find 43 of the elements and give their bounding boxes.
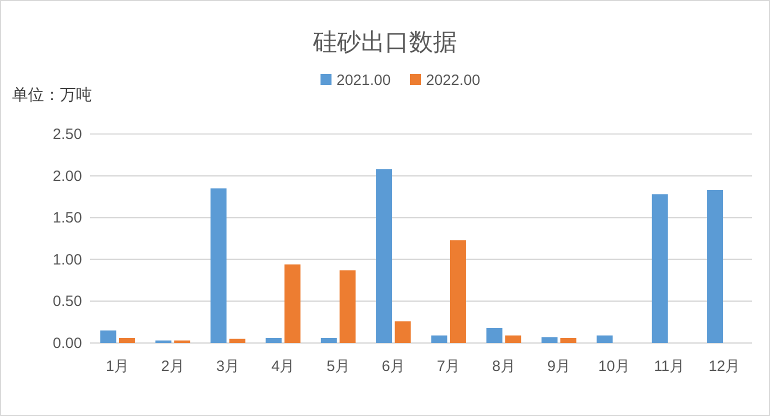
bar — [210, 188, 227, 343]
chart-title: 硅砂出口数据 — [312, 29, 457, 56]
legend-label: 2022.00 — [426, 72, 480, 89]
y-tick-label: 0.00 — [52, 335, 82, 352]
bar — [229, 338, 246, 343]
y-axis-title: 单位：万吨 — [12, 86, 92, 104]
x-tick-label: 6月 — [382, 358, 406, 375]
bar — [320, 338, 337, 343]
y-tick-label: 1.50 — [52, 210, 82, 227]
y-tick-label: 1.00 — [52, 251, 82, 268]
x-tick-label: 10月 — [598, 358, 630, 375]
x-tick-label: 9月 — [547, 358, 571, 375]
x-tick-label: 1月 — [106, 358, 130, 375]
bar — [505, 335, 522, 343]
bar — [450, 240, 466, 343]
bar — [100, 330, 116, 343]
bar — [155, 340, 172, 343]
bar — [340, 270, 356, 343]
x-tick-label: 2月 — [161, 358, 184, 375]
y-tick-label: 0.50 — [52, 293, 82, 310]
y-tick-label: 2.00 — [52, 168, 82, 185]
x-tick-label: 4月 — [271, 358, 295, 375]
bar — [376, 169, 392, 343]
bar — [652, 194, 668, 343]
bar — [486, 328, 502, 343]
bar — [284, 264, 300, 343]
x-tick-label: 5月 — [326, 358, 350, 375]
x-tick-label: 8月 — [492, 358, 516, 375]
y-tick-label: 2.50 — [52, 126, 82, 143]
legend-label: 2021.00 — [336, 72, 391, 89]
bar — [118, 338, 135, 343]
bar — [596, 335, 613, 343]
x-tick-label: 3月 — [216, 358, 240, 375]
bar — [707, 190, 724, 343]
bar — [542, 337, 558, 343]
x-tick-label: 11月 — [654, 358, 685, 375]
bar — [431, 335, 448, 343]
x-tick-label: 7月 — [436, 358, 460, 375]
bar — [174, 340, 190, 343]
x-tick-label: 12月 — [708, 358, 740, 375]
bar — [560, 338, 576, 343]
bar — [266, 338, 282, 343]
bar — [394, 321, 411, 343]
